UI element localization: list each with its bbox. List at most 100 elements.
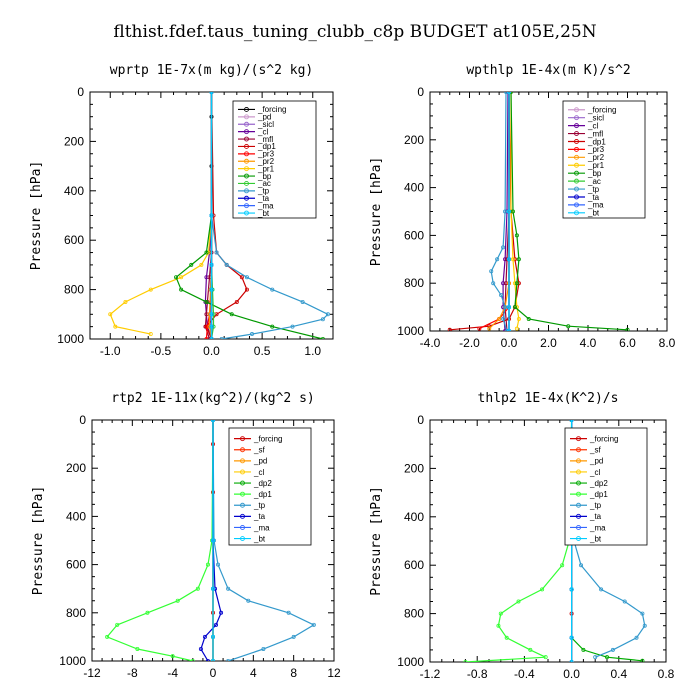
chart-1-ytick-label: 600 [64,233,84,247]
chart-2-point-pr1 [514,326,519,331]
chart-1-legend-label-ma: _ma [257,201,274,210]
chart-4-xtick-label: -0.8 [467,667,488,681]
chart-1-point-tp [270,287,275,292]
chart-4-ytick-label: 800 [404,607,424,621]
chart-1-legend-marker-dp1 [244,143,249,149]
chart-1-point-tp [320,317,325,322]
chart-4-point-tp [622,599,627,604]
chart-2-legend-marker-bt [574,210,579,216]
chart-1-point-tp [249,332,254,337]
chart-2-ytick-label: 200 [404,133,424,147]
chart-3-xtick-label: 8 [290,666,297,680]
chart-3-ytick-label: 200 [66,461,86,475]
chart-3-point-dp1 [115,622,120,627]
chart-1-point-tp [214,250,219,255]
chart-2-legend-label-bt: _bt [587,209,600,218]
chart-4-legend-label-sf: _sf [589,446,601,455]
chart-4-point-tp [599,587,604,592]
chart-2-ytick-label: 0 [417,85,424,99]
chart-2-point-pr2 [497,317,502,322]
chart-3-xtick-label: -4 [167,666,178,680]
chart-3-point-tp [226,659,231,661]
chart-1-legend-label-pr2: _pr2 [257,157,275,166]
chart-4-legend-label-dp1: _dp1 [589,490,608,499]
chart-1-ytick-label: 200 [64,134,84,148]
chart-4-legend-marker-ma [576,525,581,530]
chart-3-series-tp [212,420,316,661]
chart-1-point-pr1 [148,287,153,292]
chart-1-legend-marker-ta [244,195,249,201]
chart-2-legend-label-sicl: _sicl [587,113,604,122]
chart-1-point-tp [290,324,295,329]
chart-3-point-tp [226,586,231,591]
chart-1-series-bp [175,92,324,339]
chart-1-legend-label-sicl: _sicl [257,120,274,129]
figure-title: flthist.fdef.taus_tuning_clubb_c8p BUDGE… [113,22,596,42]
chart-3-legend-marker-forcing [240,436,245,442]
chart-1-legend-marker-tp [244,188,249,194]
chart-1-point-bt [209,312,214,317]
chart-2-legend-marker-dp1 [574,139,579,144]
chart-3-point-dp1 [175,598,180,603]
chart-2-legend-label-bp: _bp [587,169,602,178]
chart-1-point-pr3 [204,337,209,339]
chart-3-series-dp1 [106,420,214,661]
chart-2-legend-marker-ac [574,178,579,184]
chart-2-series-bp [510,92,628,331]
chart-3-ytick-label: 800 [66,606,86,620]
chart-2-xtick-label: 4.0 [580,336,597,350]
chart-3-point-bt [211,659,215,661]
chart-1-legend-marker-pr1 [244,166,249,172]
chart-1-legend-label-ac: _ac [257,179,271,188]
chart-3-xtick-label: -8 [127,666,138,680]
chart-4-point-tp [579,563,584,568]
chart-3-point-dp1 [135,646,140,651]
chart-1-point-pr1 [148,332,153,337]
chart-4-legend-label-ta: _ta [589,512,602,521]
chart-2-point-pr3 [477,326,482,331]
chart-1-ylabel: Pressure [hPa] [29,161,44,271]
chart-2-legend-marker-pr1 [574,162,579,168]
chart-1-ytick-label: 800 [64,283,84,297]
chart-4-series-dp1 [465,420,573,662]
chart-3-legend-marker-bt [240,536,245,542]
chart-4-point-dp2 [581,647,586,652]
chart-3-ytick-label: 400 [66,509,86,523]
chart-1-point-pr1 [123,299,128,304]
chart-2-point-tp [501,245,506,250]
chart-2-xtick-label: 2.0 [540,336,557,350]
chart-1-legend-marker-cl [244,129,249,135]
chart-1-legend-label-ta: _ta [257,194,270,203]
chart-3-point-tp [261,646,266,651]
chart-1-legend-label-cl: _cl [257,127,268,136]
chart-1-point-bp [270,324,275,329]
chart-1-point-dp1 [244,287,249,292]
chart-3-point-dp1 [195,586,200,591]
chart-1-point-bp [179,287,184,292]
chart-1-point-tp [300,299,305,304]
chart-1-point-bp [204,299,209,304]
chart-1-legend-label-mfl: _mfl [257,135,273,144]
chart-1-point-bp [229,312,234,317]
chart-4-point-bt [569,635,574,640]
chart-2-ytick-label: 600 [404,228,424,242]
chart-4-point-dp1 [560,563,565,568]
chart-3-ytick-label: 0 [79,413,86,427]
chart-1-legend-marker-ma [244,203,249,209]
chart-2-legend: _forcing_sicl_cl_mfl_dp1_pr3_pr2_pr1_bp_… [562,100,646,219]
chart-1-ytick-label: 1000 [57,332,84,346]
chart-4-point-dp2 [605,655,610,660]
chart-2-point-tp [489,269,494,274]
chart-2-legend-marker-cl [574,123,579,129]
chart-4-legend-label-tp: _tp [589,501,602,510]
chart-4-xtick-label: -0.4 [514,667,535,681]
chart-3-point-dp1 [145,610,150,615]
chart-2-legend-label-ma: _ma [587,201,604,210]
chart-4-point-dp1 [504,635,509,640]
chart-1-ytick-label: 0 [77,85,84,99]
chart-1-title: wprtp 1E-7x(m kg)/(s^2 kg) [110,63,314,78]
chart-1-legend-label-pr3: _pr3 [257,150,275,159]
chart-2-legend-label-mfl: _mfl [587,129,603,138]
chart-2-legend-label-pr2: _pr2 [587,153,605,162]
chart-2-ytick-label: 800 [404,276,424,290]
